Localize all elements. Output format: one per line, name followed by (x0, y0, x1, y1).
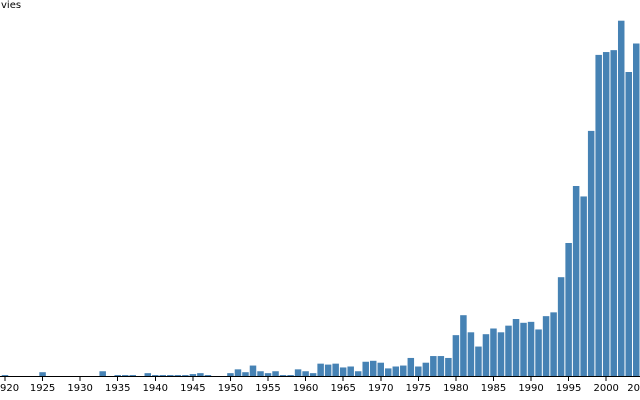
bar-1979 (445, 357, 452, 376)
bar-1968 (362, 361, 369, 376)
bar-1985 (490, 328, 497, 376)
bar-1992 (542, 316, 550, 376)
x-tick-label-1980: 1980 (443, 383, 468, 394)
bar-1984 (482, 334, 490, 376)
bar-1986 (497, 332, 505, 376)
bar-1920 (1, 375, 9, 376)
x-tick-label-1950: 1950 (218, 383, 243, 394)
bar-1963 (324, 364, 332, 376)
bar-1956 (272, 371, 279, 376)
bar-1944 (182, 375, 189, 376)
bar-1925 (39, 372, 46, 376)
bar-1941 (159, 375, 167, 376)
bar-1957 (279, 375, 287, 376)
bar-1962 (317, 363, 324, 376)
bar-1950 (227, 373, 234, 376)
bar-1965 (339, 367, 347, 376)
bar-1975 (415, 366, 422, 376)
bar-1998 (587, 130, 595, 376)
bar-1951 (234, 369, 242, 376)
bar-1966 (347, 366, 354, 376)
x-tick-label-1960: 1960 (293, 383, 318, 394)
bar-1964 (332, 363, 339, 376)
x-tick-label-1965: 1965 (330, 383, 355, 394)
bar-1936 (121, 375, 129, 376)
x-tick-label-1990: 1990 (518, 383, 543, 394)
bar-1969 (369, 360, 377, 376)
bar-1961 (309, 373, 317, 376)
bar-1988 (512, 319, 520, 376)
bar-1940 (152, 375, 159, 376)
bar-1933 (99, 371, 106, 376)
x-tick-label-1975: 1975 (406, 383, 431, 394)
bar-1945 (189, 374, 197, 376)
bar-1978 (437, 356, 445, 376)
x-tick-label-1970: 1970 (368, 383, 393, 394)
bar-1954 (257, 371, 264, 376)
x-tick-label-1985: 1985 (481, 383, 506, 394)
bar-1999 (595, 54, 602, 377)
bar-1946 (197, 373, 204, 376)
y-axis-label: vies (1, 0, 21, 11)
bar-1982 (467, 332, 475, 376)
bar-1960 (302, 371, 309, 376)
bar-1996 (572, 186, 580, 376)
bar-1958 (287, 375, 294, 376)
x-tick-label-1930: 1930 (67, 383, 92, 394)
x-axis-ticks: 920 1925 1930 1935 1940 1945 1950 1955 1960 1965 1… (0, 376, 640, 394)
x-tick-label-1935: 1935 (105, 383, 130, 394)
bar-1935 (114, 375, 121, 376)
bar-1981 (460, 315, 467, 376)
bar-2001 (610, 50, 617, 377)
x-tick-label-1925: 1925 (30, 383, 55, 394)
x-tick-label-1955: 1955 (255, 383, 280, 394)
bar-1947 (204, 375, 212, 376)
bar-1939 (144, 373, 152, 376)
bar-1943 (174, 375, 182, 376)
x-tick-label-2000: 2000 (593, 383, 618, 394)
bar-1977 (430, 356, 437, 376)
bar-1967 (354, 371, 362, 376)
bar-1987 (505, 325, 512, 376)
bars (1, 20, 640, 377)
bar-2000 (602, 52, 610, 377)
x-tick-label-1995: 1995 (556, 383, 581, 394)
bar-1970 (377, 362, 384, 376)
bar-1994 (557, 277, 565, 376)
bar-2003 (625, 72, 632, 376)
bar-1953 (249, 365, 257, 376)
x-tick-label-1940: 1940 (143, 383, 168, 394)
x-tick-label-2005: 20 (627, 383, 640, 394)
x-tick-label-1945: 1945 (180, 383, 205, 394)
bar-1991 (535, 329, 542, 376)
bar-2004 (633, 43, 640, 376)
bar-2002 (617, 20, 625, 376)
bar-1955 (264, 373, 272, 376)
bar-1942 (167, 375, 174, 376)
bar-1993 (550, 312, 557, 376)
bar-1983 (475, 346, 482, 376)
bar-1952 (242, 372, 249, 376)
bar-1974 (407, 357, 415, 376)
bar-1995 (565, 243, 572, 376)
bar-1959 (294, 369, 302, 376)
bar-1997 (580, 196, 587, 376)
bar-1971 (385, 368, 392, 376)
x-tick-label-1920: 920 (0, 383, 19, 394)
bar-1989 (520, 322, 527, 376)
bar-1972 (392, 366, 400, 376)
bar-1976 (422, 362, 430, 376)
bar-1973 (400, 365, 407, 376)
bar-1990 (527, 321, 535, 376)
bar-1980 (452, 335, 460, 376)
bar-1937 (129, 375, 136, 376)
